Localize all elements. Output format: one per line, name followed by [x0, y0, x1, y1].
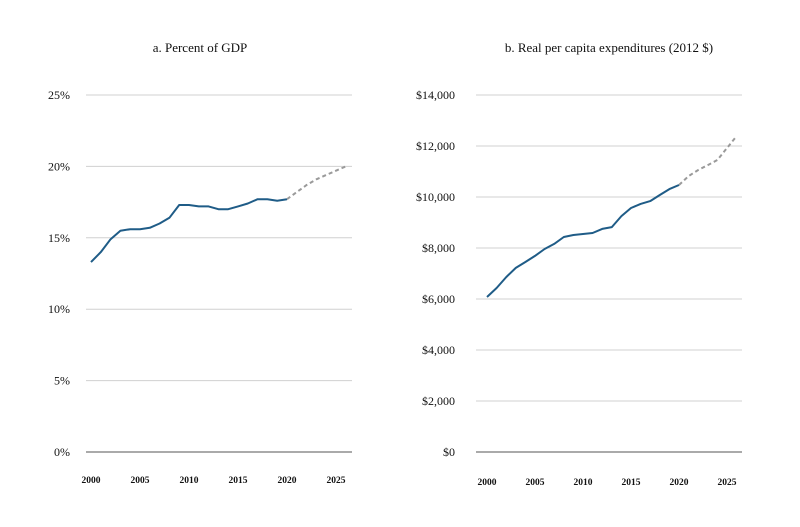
panel-percent-of-gdp: a. Percent of GDP 0% 5% 10% 15% 20% 25% 2000 20… — [48, 40, 352, 486]
y-tick-label: $4,000 — [422, 343, 455, 357]
y-tick-label: $10,000 — [416, 190, 455, 204]
x-tick-label: 2000 — [478, 478, 497, 488]
y-tick-label: 10% — [48, 302, 70, 316]
projected-series-line — [678, 135, 738, 186]
actual-series-line — [90, 198, 288, 263]
panel-real-per-capita: b. Real per capita expenditures (2012 $)… — [416, 40, 742, 488]
y-tick-label: 20% — [48, 159, 70, 173]
projected-series-line — [286, 165, 347, 201]
x-tick-label: 2000 — [82, 476, 101, 486]
y-tick-label: 25% — [48, 88, 70, 102]
x-tick-label: 2010 — [180, 476, 199, 486]
y-tick-label: $14,000 — [416, 88, 455, 102]
chart-title: b. Real per capita expenditures (2012 $) — [505, 40, 713, 55]
x-tick-label: 2020 — [670, 478, 689, 488]
y-tick-label: 15% — [48, 231, 70, 245]
chart-title: a. Percent of GDP — [153, 40, 248, 55]
actual-series-line — [486, 184, 680, 298]
y-tick-label: $0 — [443, 445, 455, 459]
x-tick-label: 2010 — [574, 478, 593, 488]
y-tick-label: $8,000 — [422, 241, 455, 255]
x-tick-label: 2005 — [526, 478, 545, 488]
x-tick-label: 2025 — [327, 476, 346, 486]
y-tick-label: $6,000 — [422, 292, 455, 306]
y-tick-label: 5% — [54, 374, 70, 388]
x-tick-label: 2005 — [131, 476, 150, 486]
x-tick-label: 2025 — [718, 478, 737, 488]
x-tick-label: 2015 — [622, 478, 641, 488]
x-tick-label: 2015 — [229, 476, 248, 486]
x-tick-label: 2020 — [278, 476, 297, 486]
y-tick-label: 0% — [54, 445, 70, 459]
y-tick-label: $12,000 — [416, 139, 455, 153]
y-tick-label: $2,000 — [422, 394, 455, 408]
